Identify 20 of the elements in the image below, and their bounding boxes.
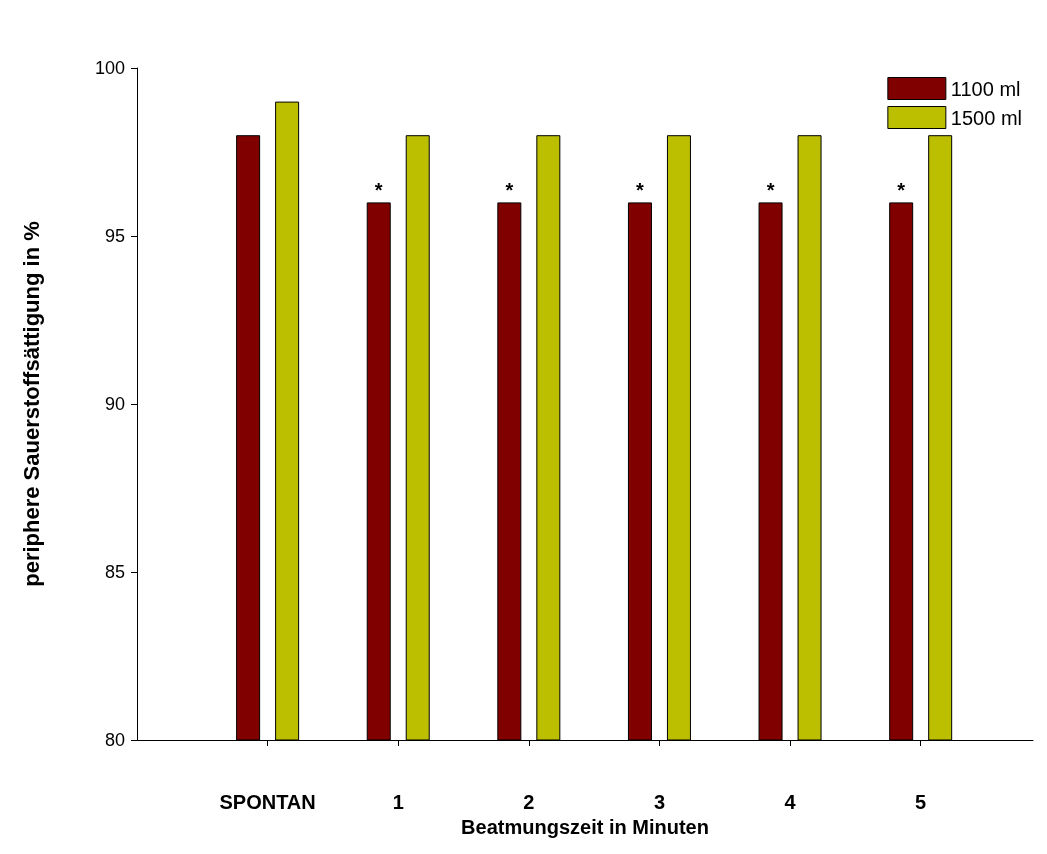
y-tick-label: 85 bbox=[104, 562, 125, 582]
y-axis-title: periphere Sauerstoffsättigung in % bbox=[18, 221, 44, 587]
x-tick-label: 2 bbox=[523, 791, 535, 813]
data-label: * bbox=[897, 179, 906, 202]
x-tick-label: 4 bbox=[784, 791, 797, 813]
x-axis-title: Beatmungszeit in Minuten bbox=[461, 815, 709, 838]
legend-label: 1500 ml bbox=[950, 106, 1022, 129]
y-tick-label: 80 bbox=[104, 730, 125, 750]
y-tick-label: 100 bbox=[94, 58, 125, 78]
x-tick-label: 1 bbox=[392, 791, 404, 813]
data-label: * bbox=[636, 179, 645, 202]
x-tick-label: 3 bbox=[653, 791, 666, 813]
data-label: * bbox=[505, 179, 514, 202]
legend-label: 1100 ml bbox=[950, 77, 1021, 100]
x-tick-label: 5 bbox=[915, 791, 927, 813]
x-tick-label: SPONTAN bbox=[219, 791, 316, 813]
y-tick-label: 90 bbox=[104, 394, 125, 414]
data-label: * bbox=[374, 179, 383, 202]
data-label: * bbox=[766, 179, 775, 202]
y-tick-label: 95 bbox=[104, 226, 125, 246]
